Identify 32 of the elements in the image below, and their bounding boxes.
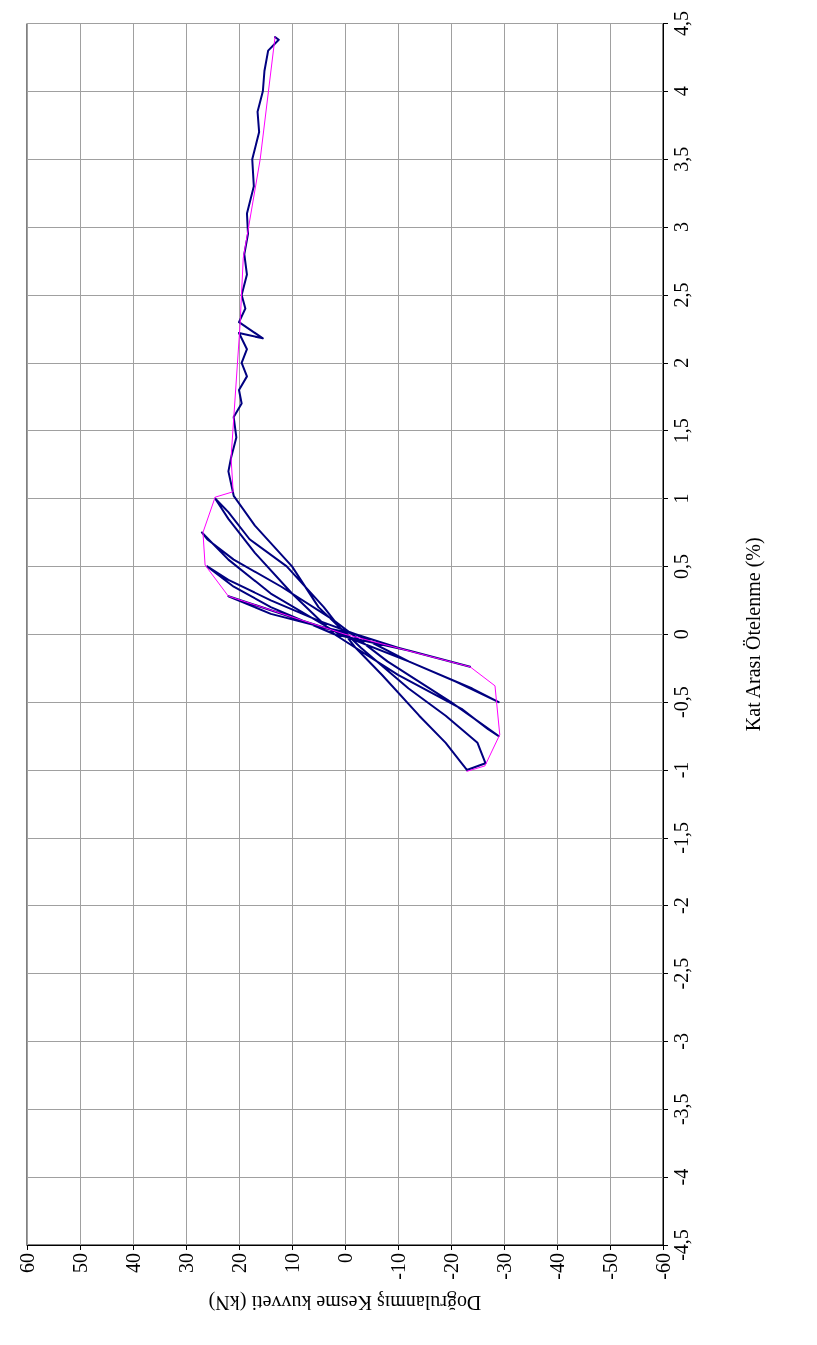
x-axis-title: Doğrulanmış Kesme kuvveti (kN) [208, 1291, 482, 1314]
y-tick-label: 2,5 [670, 282, 692, 308]
y-tick-label: 2 [670, 357, 692, 368]
y-tick-label: -2 [670, 897, 692, 915]
y-axis-title: Kat Arası Ötelenme (%) [742, 537, 765, 732]
y-tick-label: 0,5 [670, 553, 692, 579]
y-tick-label: -3 [670, 1033, 692, 1050]
y-tick-label: -1 [670, 761, 692, 779]
x-tick-label: -40 [546, 1253, 568, 1280]
x-tick-label: -10 [387, 1253, 409, 1280]
x-tick-label: 20 [228, 1253, 250, 1273]
x-tick-label: 10 [281, 1253, 303, 1273]
x-tick-label: 0 [334, 1253, 356, 1263]
x-tick-label: 40 [122, 1253, 144, 1273]
y-tick-label: 4,5 [670, 11, 692, 36]
y-tick-label: -0,5 [670, 686, 692, 718]
y-tick-label: -1,5 [670, 822, 692, 854]
x-tick-label: 60 [16, 1253, 38, 1273]
y-tick-label: 3 [670, 222, 692, 233]
x-tick-label: 50 [69, 1253, 91, 1273]
y-tick-label: 3,5 [670, 146, 692, 172]
y-tick-label: 0 [670, 629, 692, 640]
y-tick-label: -4 [670, 1168, 692, 1186]
y-tick-label: 1,5 [670, 418, 692, 444]
x-tick-label: -50 [599, 1253, 621, 1280]
x-tick-label: -30 [493, 1253, 515, 1280]
x-tick-label: -20 [440, 1253, 462, 1280]
y-tick-label: -3,5 [670, 1093, 692, 1126]
y-tick-label: 1 [670, 493, 692, 504]
y-tick-label: -2,5 [670, 957, 692, 990]
y-tick-label: 4 [670, 86, 692, 97]
x-tick-label: 30 [175, 1253, 197, 1273]
